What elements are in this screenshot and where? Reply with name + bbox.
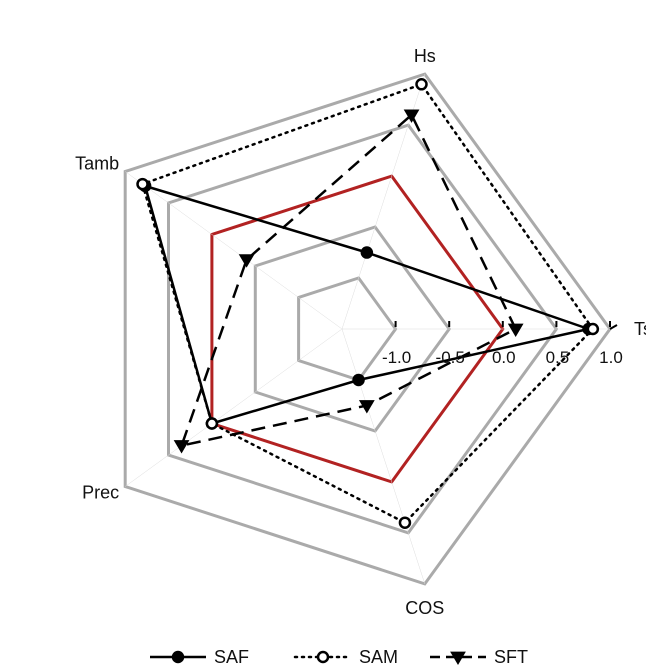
- point-sam-prec: [205, 417, 219, 430]
- legend-label-sam: SAM: [359, 647, 398, 667]
- legend-label-sft: SFT: [494, 647, 528, 667]
- axis-label-prec: Prec: [82, 483, 119, 503]
- legend-marker-sam: [316, 650, 330, 664]
- legend-marker-sft: [450, 651, 466, 665]
- legend-marker-saf: [171, 650, 185, 664]
- point-saf-cos: [352, 373, 365, 387]
- axis-label-hs: Hs: [414, 46, 436, 66]
- radial-tick-label: 0.5: [546, 348, 570, 367]
- data-series: [136, 78, 600, 529]
- legend-item-sft: SFT: [430, 647, 528, 667]
- radial-tick-label: -0.5: [436, 348, 465, 367]
- ring-neg0_5: [253, 225, 452, 433]
- spoke-tamb: [125, 171, 343, 330]
- legend-label-saf: SAF: [214, 647, 249, 667]
- point-sft-cos: [358, 400, 375, 414]
- series-saf: [138, 179, 595, 430]
- series-line-sft: [180, 113, 517, 447]
- axis-label-tamb: Tamb: [75, 153, 119, 173]
- ring-0: [210, 174, 505, 484]
- point-sam-ts: [586, 322, 600, 336]
- legend: SAF SAM SFT: [150, 647, 528, 667]
- point-sft-prec: [173, 440, 190, 454]
- point-sam-tamb: [136, 177, 149, 191]
- point-sft-ts: [507, 323, 524, 337]
- point-sam-cos: [398, 516, 412, 529]
- radial-tick-label: -1.0: [382, 348, 411, 367]
- ts-axis-end-tick: [609, 324, 618, 330]
- legend-item-sam: SAM: [293, 647, 398, 667]
- axis-spokes: [125, 74, 610, 584]
- radial-tick-marks: [394, 321, 618, 330]
- series-sam: [136, 78, 600, 529]
- spoke-cos: [341, 328, 426, 584]
- radial-tick-labels: -1.0 -0.5 0.0 0.5 1.0: [382, 348, 623, 367]
- point-sft-tamb: [238, 254, 255, 268]
- radial-tick-label: 0.0: [492, 348, 516, 367]
- legend-item-saf: SAF: [150, 647, 249, 667]
- series-sft: [173, 109, 524, 454]
- series-line-sam: [141, 83, 595, 524]
- axis-label-cos: COS: [405, 598, 444, 618]
- ring-1: [123, 72, 612, 586]
- axis-labels: Ts Hs Tamb Prec COS: [75, 46, 646, 618]
- ring-neg1: [297, 276, 398, 382]
- point-sam-hs: [415, 78, 428, 91]
- radial-tick-label: 1.0: [599, 348, 623, 367]
- point-sft-hs: [403, 109, 420, 123]
- axis-label-ts: Ts: [634, 319, 646, 339]
- spoke-prec: [125, 328, 343, 487]
- point-saf-hs: [360, 246, 374, 259]
